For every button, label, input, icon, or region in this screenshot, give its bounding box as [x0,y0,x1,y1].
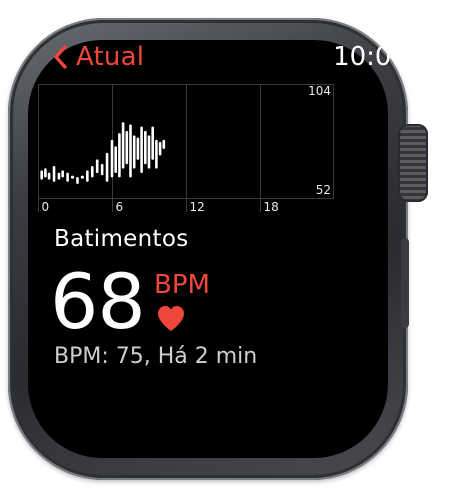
metric-title: Batimentos [54,226,189,252]
back-label: Atual [76,42,145,72]
data-point [70,175,75,179]
x-tick-label: 12 [190,200,205,212]
x-tick-label: 6 [116,200,124,212]
clock-time: 10:09 [333,42,408,72]
watch-screen [28,40,388,458]
digital-crown[interactable] [398,124,428,202]
heart-rate-value: 68 [50,257,146,346]
last-reading: BPM: 75, Há 2 min [54,344,258,369]
x-tick-label: 18 [264,200,279,212]
back-button[interactable]: Atual [52,42,144,72]
heart-rate-unit: BPM [154,270,210,300]
chevron-left-icon [54,45,67,69]
data-point [80,175,84,179]
y-tick-label: 52 [316,183,331,197]
heart-icon [158,306,184,331]
y-tick-label: 104 [308,84,331,98]
side-button[interactable] [401,238,409,328]
x-tick-label: 0 [42,200,50,212]
heart-rate-chart-svg: 0 6 12 18 104 52 [38,84,334,212]
heart-rate-chart: 0 6 12 18 104 52 [38,82,338,212]
